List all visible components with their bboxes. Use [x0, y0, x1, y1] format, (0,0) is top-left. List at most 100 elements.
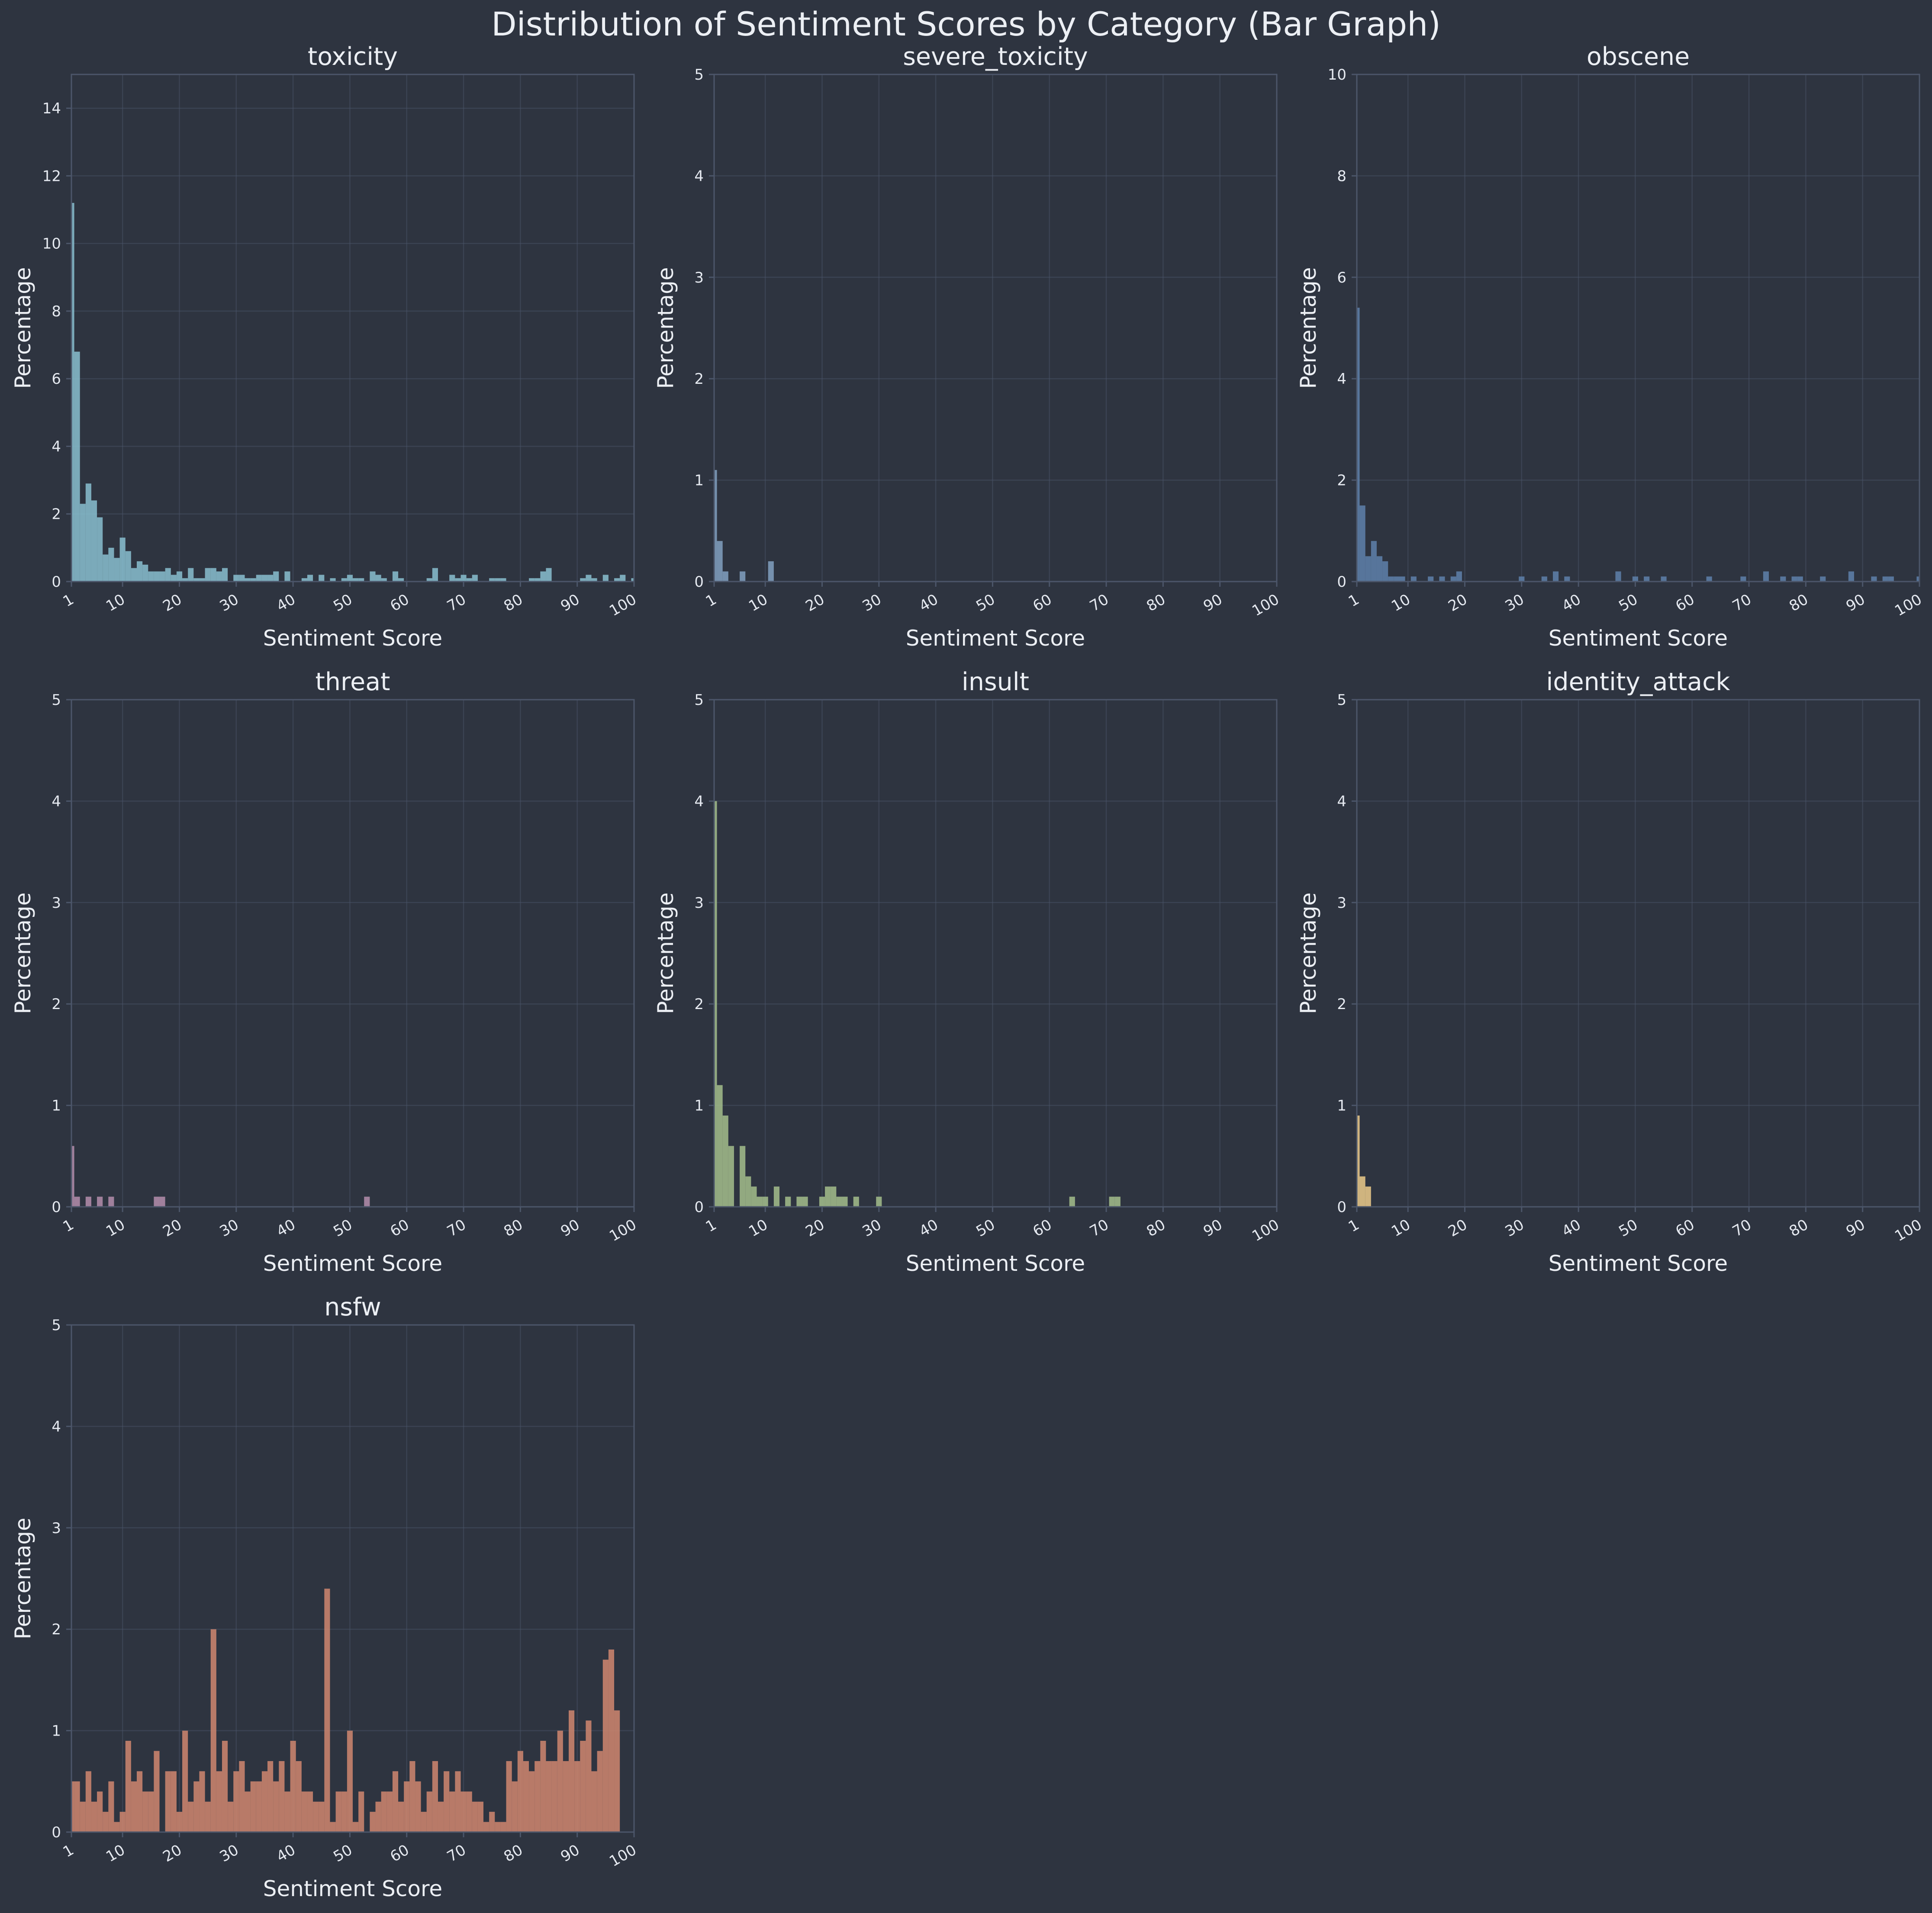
bar: [74, 1781, 80, 1832]
y-tick-label: 5: [1337, 691, 1346, 709]
y-tick-label: 1: [52, 1723, 61, 1740]
bar: [432, 568, 438, 582]
bar: [728, 1146, 734, 1207]
bar: [154, 1751, 160, 1832]
y-tick-label: 0: [52, 1824, 61, 1841]
bar: [568, 1710, 575, 1832]
bar: [796, 1196, 802, 1207]
bar: [802, 1196, 808, 1207]
bar: [97, 1791, 103, 1832]
bar: [722, 1116, 728, 1207]
bar: [108, 1781, 114, 1832]
x-axis-label: Sentiment Score: [1549, 626, 1728, 651]
y-tick-label: 3: [694, 269, 704, 286]
bar: [85, 1771, 91, 1832]
bar: [267, 575, 274, 582]
bar: [273, 571, 279, 582]
bar: [876, 1196, 882, 1207]
bar: [250, 578, 256, 582]
bar: [540, 1741, 546, 1832]
bar: [364, 1196, 370, 1207]
bar: [460, 1791, 467, 1832]
bar: [261, 1771, 268, 1832]
bar: [296, 1761, 302, 1832]
bar: [1519, 576, 1525, 582]
bar: [751, 1186, 757, 1207]
bar: [284, 1791, 290, 1832]
bar: [222, 1741, 228, 1832]
bar: [119, 1812, 126, 1832]
bar: [1888, 576, 1894, 582]
y-tick-label: 0: [694, 1199, 704, 1216]
bar: [557, 1730, 563, 1832]
bar: [216, 571, 222, 582]
bar: [523, 1761, 529, 1832]
bar: [353, 578, 359, 582]
y-tick-label: 5: [694, 66, 704, 84]
bar: [546, 1761, 552, 1832]
bar: [370, 571, 376, 582]
x-axis-label: Sentiment Score: [906, 1251, 1085, 1276]
subplot-title: insult: [962, 668, 1029, 696]
subplot-title: nsfw: [324, 1293, 381, 1321]
bar: [97, 1196, 103, 1207]
bar: [404, 1781, 410, 1832]
bar: [188, 568, 194, 582]
bar: [540, 571, 546, 582]
y-tick-label: 1: [694, 472, 704, 489]
y-axis-label: Percentage: [1296, 267, 1321, 389]
y-tick-label: 8: [1337, 167, 1346, 185]
bar: [114, 1822, 120, 1832]
bar: [330, 1822, 336, 1832]
subplot-title: threat: [315, 668, 390, 696]
bar: [1791, 576, 1797, 582]
bar: [319, 575, 325, 582]
bar: [574, 1761, 580, 1832]
bar: [1365, 1186, 1371, 1207]
y-tick-label: 2: [52, 506, 61, 523]
bar: [74, 1196, 80, 1207]
bar: [398, 1801, 404, 1832]
bar: [375, 575, 381, 582]
bar: [426, 1791, 432, 1832]
bar: [495, 578, 501, 582]
bar: [836, 1196, 842, 1207]
bar: [353, 1822, 359, 1832]
bar: [785, 1196, 791, 1207]
bar: [193, 1781, 200, 1832]
bar: [1357, 1116, 1360, 1207]
bar: [307, 1791, 313, 1832]
bar: [608, 1649, 615, 1832]
y-tick-label: 0: [1337, 1199, 1346, 1216]
bar: [1763, 571, 1769, 582]
bar: [392, 1771, 399, 1832]
bar: [341, 1791, 347, 1832]
y-axis-label: Percentage: [10, 267, 35, 389]
bar: [398, 578, 404, 582]
bar: [466, 578, 472, 582]
bar: [432, 1761, 438, 1832]
bar: [580, 578, 586, 582]
bar: [1564, 576, 1570, 582]
bar: [239, 1761, 245, 1832]
x-axis-label: Sentiment Score: [263, 626, 442, 651]
bar: [483, 1822, 489, 1832]
bar: [586, 575, 592, 582]
y-tick-label: 4: [1337, 793, 1346, 810]
y-axis-label: Percentage: [653, 892, 678, 1014]
bar: [188, 1801, 194, 1832]
y-tick-label: 4: [1337, 370, 1346, 388]
bar: [97, 517, 103, 582]
bar: [330, 578, 336, 582]
bar: [529, 1771, 535, 1832]
bar: [233, 1771, 239, 1832]
bar: [1357, 308, 1360, 582]
bar: [455, 578, 461, 582]
bar: [358, 1791, 364, 1832]
bar: [472, 1801, 478, 1832]
y-tick-label: 1: [52, 1097, 61, 1115]
bar: [495, 1822, 501, 1832]
bar: [131, 1781, 137, 1832]
bar: [842, 1196, 848, 1207]
bar: [176, 1812, 183, 1832]
